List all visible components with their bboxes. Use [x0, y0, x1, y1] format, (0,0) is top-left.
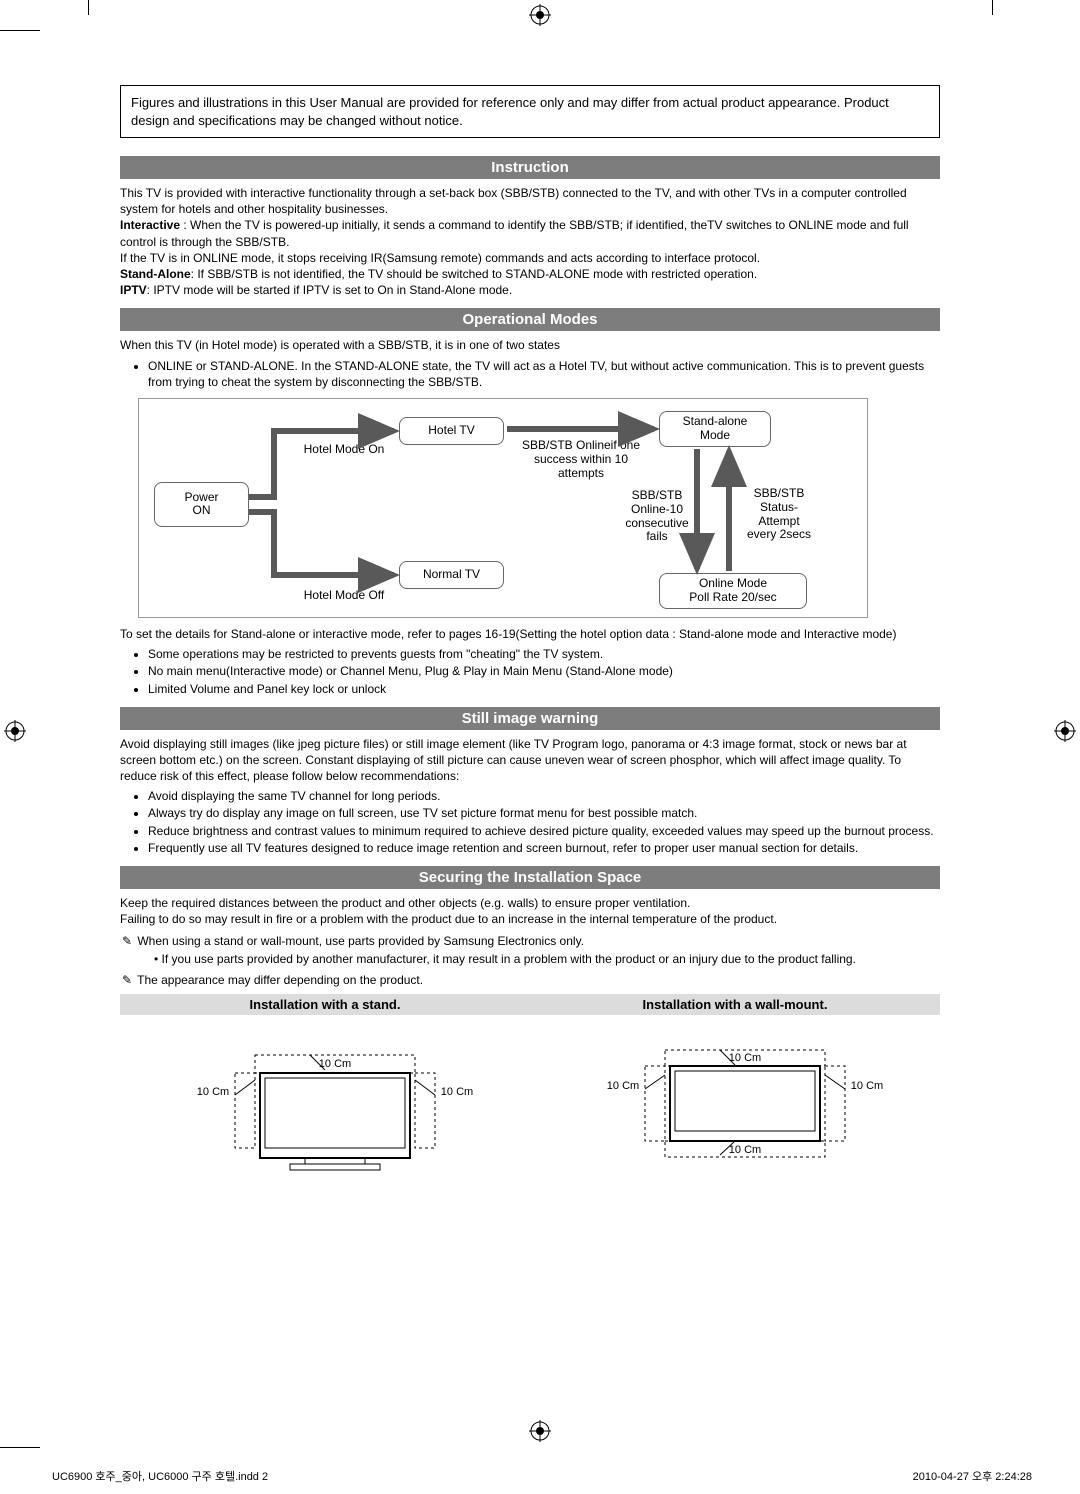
intro-notice-box: Figures and illustrations in this User M… [120, 85, 940, 138]
text: If the TV is in ONLINE mode, it stops re… [120, 251, 760, 265]
crop-mark [992, 0, 993, 15]
note-1: ✎ When using a stand or wall-mount, use … [120, 933, 940, 949]
note-2: ✎ The appearance may differ depending on… [120, 972, 940, 988]
list-item: Reduce brightness and contrast values to… [148, 823, 940, 839]
registration-mark-icon [529, 1420, 551, 1442]
clearance-label: 10 Cm [197, 1086, 229, 1098]
list-item: No main menu(Interactive mode) or Channe… [148, 663, 940, 679]
text: : If SBB/STB is not identified, the TV s… [191, 267, 757, 281]
opmodes-lead: When this TV (in Hotel mode) is operated… [120, 337, 940, 353]
opmodes-bullets: ONLINE or STAND-ALONE. In the STAND-ALON… [148, 358, 940, 390]
registration-mark-icon [529, 4, 551, 26]
note-icon: ✎ [120, 933, 134, 949]
text: : When the TV is powered-up initially, i… [120, 218, 909, 248]
opmodes-post-bullets: Some operations may be restricted to pre… [148, 646, 940, 697]
operational-modes-diagram: Power ON Hotel TV Normal TV Stand-alone … [138, 398, 868, 618]
label-standalone: Stand-Alone [120, 267, 191, 281]
crop-mark [0, 1447, 40, 1448]
label-iptv: IPTV [120, 283, 147, 297]
note-1-sub: • If you use parts provided by another m… [162, 952, 940, 966]
section-title-still: Still image warning [120, 707, 940, 730]
secure-p2: Failing to do so may result in fire or a… [120, 911, 940, 927]
install-wall-col: Installation with a wall-mount. 10 Cm 10… [530, 994, 940, 1180]
text: This TV is provided with interactive fun… [120, 186, 907, 216]
footer-filename: UC6900 호주_중아, UC6000 구주 호텔.indd 2 [52, 1468, 268, 1484]
footer-timestamp: 2010-04-27 오후 2:24:28 [913, 1468, 1032, 1484]
diagram-arrows [139, 399, 869, 619]
clearance-label: 10 Cm [607, 1080, 639, 1092]
still-bullets: Avoid displaying the same TV channel for… [148, 788, 940, 856]
section-title-instruction: Instruction [120, 156, 940, 179]
text: : IPTV mode will be started if IPTV is s… [147, 283, 513, 297]
list-item: Avoid displaying the same TV channel for… [148, 788, 940, 804]
list-item: Frequently use all TV features designed … [148, 840, 940, 856]
list-item: Limited Volume and Panel key lock or unl… [148, 681, 940, 697]
crop-mark [88, 0, 89, 15]
install-stand-col: Installation with a stand. 10 Cm 10 Cm 1… [120, 994, 530, 1180]
install-stand-title: Installation with a stand. [120, 994, 530, 1015]
note-icon: ✎ [120, 972, 134, 988]
section-title-opmodes: Operational Modes [120, 308, 940, 331]
wall-install-diagram: 10 Cm 10 Cm 10 Cm 10 Cm [585, 1025, 885, 1175]
install-wall-title: Installation with a wall-mount. [530, 994, 940, 1015]
clearance-label: 10 Cm [441, 1086, 473, 1098]
stand-install-diagram: 10 Cm 10 Cm 10 Cm [175, 1025, 475, 1175]
clearance-label: 10 Cm [851, 1080, 883, 1092]
list-item: Some operations may be restricted to pre… [148, 646, 940, 662]
page-footer: UC6900 호주_중아, UC6000 구주 호텔.indd 2 2010-0… [52, 1468, 1032, 1484]
note-text: When using a stand or wall-mount, use pa… [137, 934, 584, 948]
list-item: ONLINE or STAND-ALONE. In the STAND-ALON… [148, 358, 940, 390]
secure-p1: Keep the required distances between the … [120, 895, 940, 911]
list-item: Always try do display any image on full … [148, 805, 940, 821]
opmodes-post: To set the details for Stand-alone or in… [120, 626, 940, 642]
crop-mark [0, 30, 40, 31]
note-text: The appearance may differ depending on t… [137, 973, 423, 987]
clearance-label: 10 Cm [729, 1052, 761, 1064]
registration-mark-icon [1054, 720, 1076, 742]
registration-mark-icon [4, 720, 26, 742]
page-content: Figures and illustrations in this User M… [120, 85, 940, 1180]
installation-row: Installation with a stand. 10 Cm 10 Cm 1… [120, 994, 940, 1180]
instruction-text: This TV is provided with interactive fun… [120, 185, 940, 298]
clearance-label: 10 Cm [729, 1144, 761, 1156]
label-interactive: Interactive [120, 218, 180, 232]
section-title-secure: Securing the Installation Space [120, 866, 940, 889]
still-text: Avoid displaying still images (like jpeg… [120, 736, 940, 785]
